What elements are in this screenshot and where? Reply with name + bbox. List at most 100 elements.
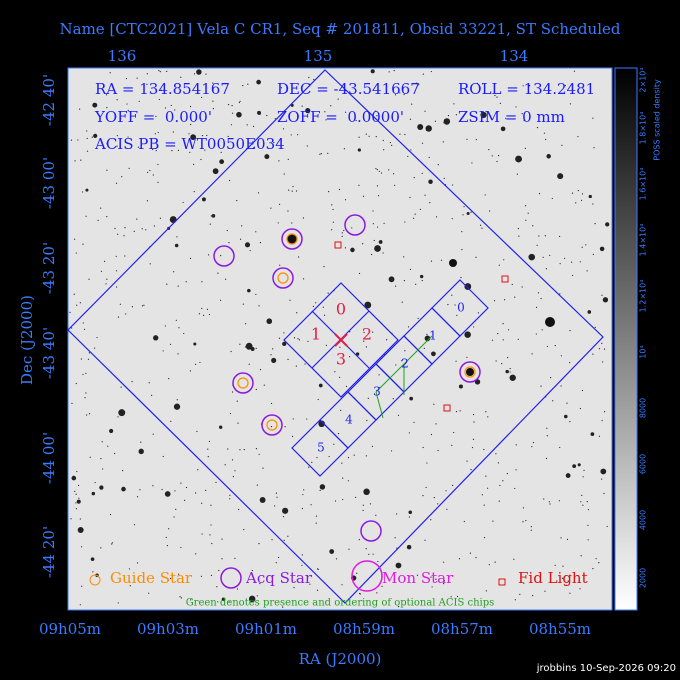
star bbox=[173, 516, 175, 518]
star bbox=[458, 384, 463, 389]
star bbox=[452, 184, 454, 186]
star bbox=[382, 139, 384, 142]
star bbox=[248, 363, 250, 365]
legend-label: Fid Light bbox=[518, 569, 588, 587]
star bbox=[341, 235, 343, 237]
star bbox=[376, 226, 379, 228]
star bbox=[502, 480, 504, 482]
star bbox=[234, 557, 236, 559]
star bbox=[229, 494, 231, 496]
star bbox=[587, 310, 592, 314]
star bbox=[514, 599, 516, 601]
star bbox=[323, 314, 326, 316]
star bbox=[470, 211, 472, 213]
star bbox=[579, 261, 581, 263]
star bbox=[270, 426, 273, 428]
star bbox=[430, 70, 432, 73]
star bbox=[383, 222, 385, 224]
star bbox=[263, 384, 265, 386]
star bbox=[493, 300, 496, 302]
star bbox=[410, 149, 412, 151]
star bbox=[509, 374, 516, 381]
star bbox=[174, 243, 179, 248]
star bbox=[70, 139, 73, 141]
star bbox=[464, 283, 472, 290]
star bbox=[117, 233, 119, 235]
info-line: ZOFF = 0.0000' bbox=[277, 108, 404, 126]
star bbox=[239, 343, 241, 345]
colorbar-label: 6000 bbox=[639, 454, 648, 474]
star bbox=[506, 473, 508, 475]
star bbox=[297, 338, 299, 340]
star bbox=[502, 323, 504, 325]
star bbox=[466, 356, 468, 358]
star bbox=[282, 128, 285, 130]
star bbox=[131, 306, 134, 308]
star bbox=[363, 340, 365, 342]
star bbox=[295, 365, 297, 367]
star bbox=[109, 428, 114, 434]
star bbox=[525, 219, 527, 221]
star bbox=[256, 79, 261, 85]
star bbox=[340, 409, 342, 411]
star bbox=[572, 274, 574, 277]
star bbox=[433, 496, 435, 499]
aimpoint bbox=[334, 333, 348, 347]
star bbox=[569, 592, 571, 594]
star bbox=[344, 111, 347, 113]
star bbox=[91, 136, 93, 138]
star bbox=[85, 188, 89, 192]
star bbox=[394, 537, 396, 539]
star bbox=[453, 103, 455, 105]
star bbox=[316, 589, 319, 591]
star bbox=[101, 441, 103, 443]
star bbox=[389, 141, 391, 144]
star bbox=[598, 562, 600, 564]
star bbox=[236, 111, 242, 118]
star bbox=[544, 590, 546, 592]
star bbox=[560, 355, 562, 357]
star bbox=[509, 367, 511, 370]
star bbox=[227, 135, 229, 138]
star bbox=[515, 469, 517, 471]
bright-star bbox=[545, 317, 555, 327]
star bbox=[203, 314, 205, 316]
star bbox=[149, 263, 151, 265]
star bbox=[569, 361, 571, 364]
star bbox=[246, 124, 248, 126]
star bbox=[496, 160, 498, 163]
star bbox=[175, 319, 177, 321]
star bbox=[207, 456, 209, 458]
star bbox=[431, 586, 433, 588]
star bbox=[573, 70, 575, 72]
star bbox=[425, 486, 427, 489]
star bbox=[409, 196, 411, 199]
star bbox=[208, 440, 211, 443]
star bbox=[239, 100, 241, 102]
star bbox=[106, 107, 108, 109]
star bbox=[138, 448, 144, 455]
star bbox=[238, 101, 240, 104]
star bbox=[569, 329, 571, 332]
star bbox=[581, 193, 584, 195]
star bbox=[79, 108, 81, 110]
s-chip-label: 4 bbox=[345, 413, 353, 427]
star bbox=[208, 313, 211, 316]
star bbox=[376, 115, 378, 117]
star bbox=[466, 460, 468, 462]
star bbox=[524, 147, 526, 149]
star bbox=[141, 228, 143, 230]
star bbox=[250, 347, 255, 351]
star bbox=[119, 303, 121, 305]
star bbox=[559, 293, 561, 295]
star bbox=[157, 163, 159, 166]
star bbox=[195, 492, 197, 494]
star bbox=[279, 264, 281, 266]
star bbox=[337, 98, 339, 100]
star bbox=[155, 149, 157, 152]
star bbox=[540, 385, 542, 387]
star bbox=[406, 544, 412, 550]
info-line: ZSIM = 0 mm bbox=[458, 108, 565, 126]
star bbox=[331, 204, 333, 206]
star bbox=[545, 457, 548, 459]
